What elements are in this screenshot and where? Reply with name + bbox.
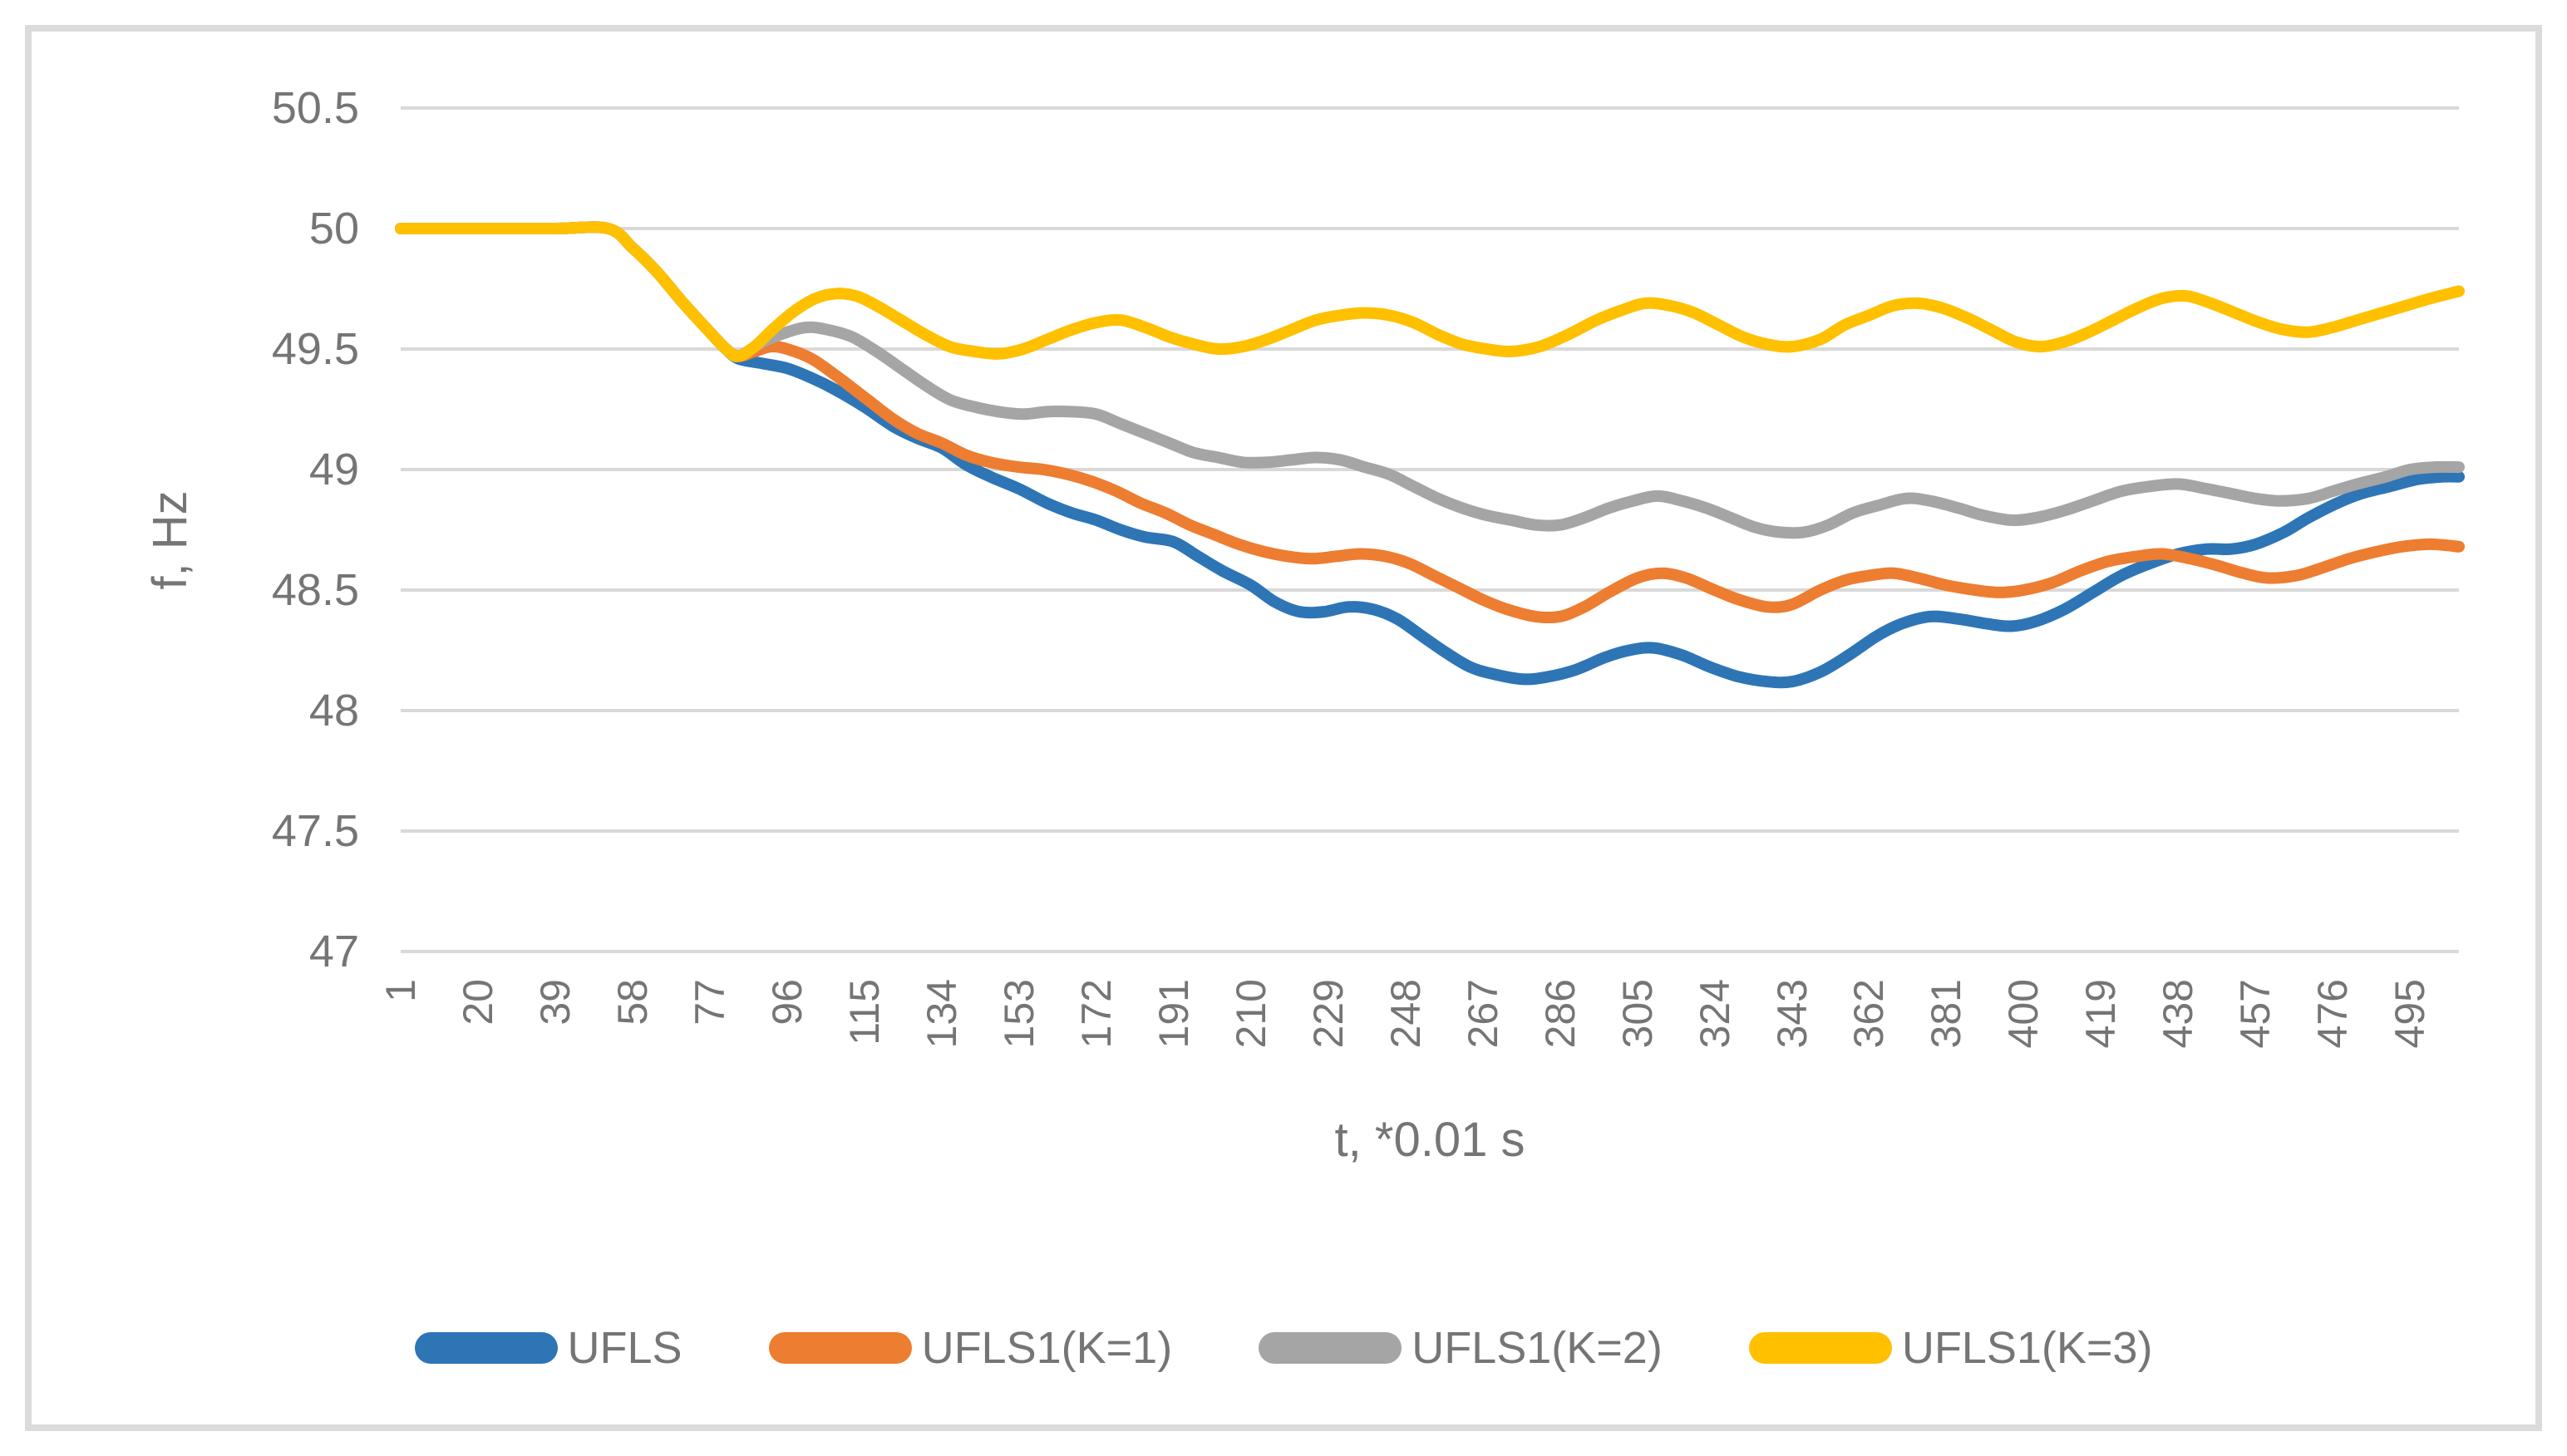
- x-tick-label: 343: [1768, 979, 1816, 1049]
- legend-item-label: UFLS1(K=3): [1901, 1323, 2153, 1373]
- x-tick-label: 77: [686, 979, 733, 1026]
- x-axis-title: t, *0.01 s: [1334, 1113, 1525, 1167]
- x-tick-label: 495: [2387, 979, 2434, 1049]
- legend-item-label: UFLS: [567, 1323, 682, 1373]
- x-tick-label: 362: [1845, 979, 1893, 1049]
- x-tick-label: 438: [2155, 979, 2202, 1049]
- legend-item-ufls1k1: UFLS1(K=1): [768, 1322, 1173, 1374]
- x-tick-label: 457: [2232, 979, 2279, 1049]
- x-tick-label: 248: [1382, 979, 1429, 1049]
- x-tick-label: 172: [1072, 979, 1120, 1049]
- y-tick-label: 47.5: [271, 806, 359, 856]
- x-tick-label: 286: [1536, 979, 1584, 1049]
- x-tick-label: 324: [1691, 979, 1738, 1049]
- x-tick-label: 39: [531, 979, 579, 1026]
- x-tick-label: 153: [995, 979, 1042, 1049]
- y-tick-label: 49: [308, 445, 359, 494]
- series-line-ufls1k2: [395, 221, 2465, 539]
- series-lines: [395, 221, 2465, 689]
- x-tick-label: 96: [763, 979, 811, 1026]
- x-tick-label: 210: [1227, 979, 1274, 1049]
- x-tick-label: 134: [918, 979, 965, 1049]
- x-tick-label: 381: [1923, 979, 1970, 1049]
- y-tick-label: 48: [308, 686, 359, 735]
- y-tick-label: 48.5: [271, 565, 359, 615]
- legend-marker-ufls: [414, 1332, 558, 1364]
- x-tick-label: 191: [1150, 979, 1197, 1049]
- series-line-ufls: [395, 221, 2465, 689]
- x-tick-label: 229: [1304, 979, 1352, 1049]
- x-tick-label: 20: [454, 979, 501, 1026]
- legend-item-ufls: UFLS: [414, 1322, 682, 1374]
- x-tick-label: 58: [608, 979, 656, 1026]
- x-tick-label: 1: [377, 979, 424, 1002]
- x-tick-label: 115: [840, 979, 888, 1045]
- legend: UFLS UFLS1(K=1) UFLS1(K=2) UFLS1(K=3): [0, 1315, 2567, 1381]
- y-axis-title: f, Hz: [143, 490, 197, 590]
- x-tick-label: 267: [1459, 979, 1506, 1049]
- legend-item-ufls1k2: UFLS1(K=2): [1259, 1322, 1663, 1374]
- legend-marker-ufls1k2: [1259, 1332, 1402, 1364]
- legend-marker-ufls1k3: [1748, 1332, 1892, 1364]
- y-tick-label: 47: [308, 927, 359, 976]
- x-tick-label: 400: [2000, 979, 2047, 1049]
- series-line-ufls1k1: [395, 221, 2465, 624]
- x-tick-label: 476: [2309, 979, 2357, 1049]
- gridlines: [401, 106, 2459, 953]
- legend-item-label: UFLS1(K=1): [921, 1323, 1173, 1373]
- x-tick-label: 305: [1614, 979, 1661, 1049]
- y-tick-label: 50: [308, 204, 359, 253]
- y-tick-label: 50.5: [271, 83, 359, 133]
- legend-item-ufls1k3: UFLS1(K=3): [1748, 1322, 2153, 1374]
- legend-marker-ufls1k1: [768, 1332, 912, 1364]
- y-tick-label: 49.5: [271, 324, 359, 374]
- series-line-ufls1k3: [395, 221, 2465, 362]
- chart-border-frame: [25, 25, 2542, 1431]
- legend-item-label: UFLS1(K=2): [1412, 1323, 1663, 1373]
- x-tick-label: 419: [2077, 979, 2125, 1049]
